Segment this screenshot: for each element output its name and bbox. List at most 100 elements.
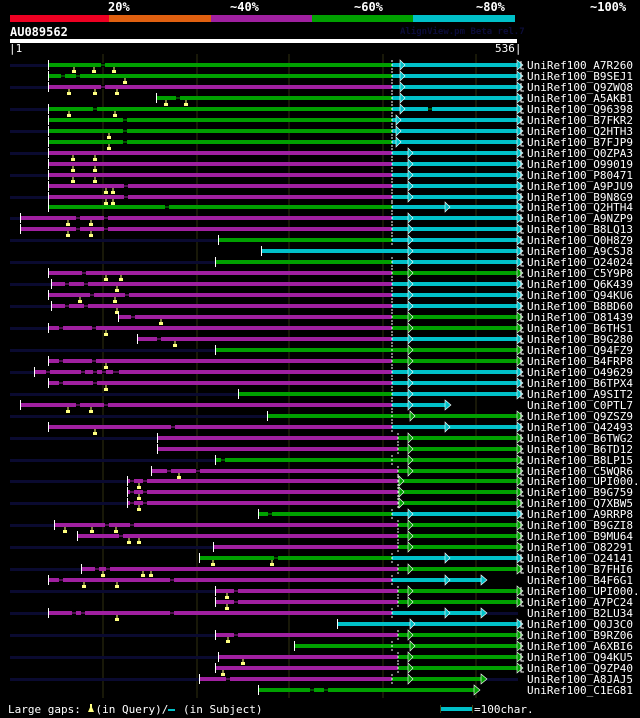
alignment-segment <box>49 151 392 155</box>
query-gap-marker <box>78 300 82 303</box>
subject-gap-line <box>124 196 128 198</box>
query-gap-marker-stem <box>242 659 244 662</box>
hit-label[interactable]: UniRef100_O49629 <box>527 366 633 379</box>
hit-label[interactable]: UniRef100_Q9ZP40 <box>527 662 633 675</box>
hit-label[interactable]: UniRef100_B9SEJ1 <box>527 70 633 83</box>
unaligned-region <box>10 393 239 396</box>
hit-label[interactable]: UniRef100_A7R260 <box>527 59 633 72</box>
alignment-segment <box>398 633 517 637</box>
hit-label[interactable]: UniRef100_B6THS1 <box>527 322 633 335</box>
hit-label[interactable]: UniRef100_A9RRP8 <box>527 508 633 521</box>
hit-label[interactable]: UniRef100_A7PC24 <box>527 596 633 609</box>
subject-gap-line <box>130 491 134 493</box>
hit-label[interactable]: UniRef100_B2LU34 <box>527 607 633 620</box>
hit-label[interactable]: UniRef100_A9NZP9 <box>527 212 633 225</box>
hit-label[interactable]: UniRef100_B7FKR2 <box>527 114 633 127</box>
hit-label[interactable]: UniRef100_B6TD12 <box>527 443 633 456</box>
hit-label[interactable]: UniRef100_Q94KU6 <box>527 289 633 302</box>
hit-label[interactable]: UniRef100_Q2HTH4 <box>527 201 633 214</box>
hit-label[interactable]: UniRef100_B8LQ13 <box>527 223 633 236</box>
hit-label[interactable]: UniRef100_B8LP15 <box>527 454 633 467</box>
end-bracket <box>520 149 524 158</box>
alignment-start-tick <box>267 411 268 421</box>
hit-label[interactable]: UniRef100_UPI000.. <box>527 475 640 488</box>
hit-label[interactable]: UniRef100_O82291 <box>527 541 633 554</box>
query-gap-marker <box>115 92 119 95</box>
unaligned-region <box>10 459 216 462</box>
hit-label[interactable]: UniRef100_B7FHI6 <box>527 563 633 576</box>
hit-label[interactable]: UniRef100_A6XBI6 <box>527 640 633 653</box>
hit-label[interactable]: UniRef100_A9SIT2 <box>527 388 633 401</box>
alignment-segment <box>392 151 517 155</box>
hit-label[interactable]: UniRef100_Q96398 <box>527 103 633 116</box>
hit-label[interactable]: UniRef100_Q42493 <box>527 421 633 434</box>
hit-label[interactable]: UniRef100_B4F6G1 <box>527 574 633 587</box>
hit-label[interactable]: UniRef100_A8JAJ5 <box>527 673 633 686</box>
hit-label[interactable]: UniRef100_Q0J3C0 <box>527 618 633 631</box>
alignment-segment <box>82 567 398 571</box>
hit-label[interactable]: UniRef100_Q0ZPA3 <box>527 147 633 160</box>
alignment-start-tick <box>215 345 216 355</box>
hit-label[interactable]: UniRef100_B9RZ06 <box>527 629 633 642</box>
hit-label[interactable]: UniRef100_A9PJU9 <box>527 180 633 193</box>
hit-label[interactable]: UniRef100_C1EG81 <box>527 684 633 697</box>
alignment-segment <box>392 392 517 396</box>
query-gap-marker-stem <box>72 177 74 180</box>
alignment-segment <box>49 611 392 615</box>
hit-label[interactable]: UniRef100_B9G759 <box>527 486 633 499</box>
alignment-segment <box>49 118 392 122</box>
hit-label[interactable]: UniRef100_B9GZI8 <box>527 519 633 532</box>
hit-label[interactable]: UniRef100_A5AKB1 <box>527 92 633 105</box>
query-gap-marker <box>149 574 153 577</box>
alignment-start-tick <box>48 356 49 366</box>
query-gap-marker <box>82 585 86 588</box>
hit-label[interactable]: UniRef100_B9MU64 <box>527 530 633 543</box>
query-gap-marker-stem <box>73 67 75 70</box>
hit-label[interactable]: UniRef100_B6TWG2 <box>527 432 633 445</box>
mid-arrow <box>407 662 414 674</box>
alignment-segment <box>392 403 445 407</box>
hit-label[interactable]: UniRef100_Q6K439 <box>527 278 633 291</box>
hit-label[interactable]: UniRef100_Q0H8Z9 <box>527 234 633 247</box>
query-gap-marker-stem <box>227 637 229 640</box>
end-arrow <box>516 629 524 641</box>
hit-label[interactable]: UniRef100_O24141 <box>527 552 633 565</box>
hit-label[interactable]: UniRef100_C5WQR6 <box>527 465 633 478</box>
hit-label[interactable]: UniRef100_B7FJP9 <box>527 136 633 149</box>
hit-label[interactable]: UniRef100_B9G280 <box>527 333 633 346</box>
hit-label[interactable]: UniRef100_Q2HTH3 <box>527 125 633 138</box>
alignment-segment <box>398 479 517 483</box>
subject-gap-line <box>72 612 76 614</box>
hit-label[interactable]: UniRef100_B4FRP8 <box>527 355 633 368</box>
hit-label[interactable]: UniRef100_O24024 <box>527 256 633 269</box>
alignment-segment <box>128 501 398 505</box>
hit-label[interactable]: UniRef100_Q94KU5 <box>527 651 633 664</box>
legend-query-text: (in Query)/ <box>95 703 169 716</box>
alignment-segment <box>259 688 474 692</box>
hit-label[interactable]: UniRef100_O99019 <box>527 158 633 171</box>
hit-label[interactable]: UniRef100_A9CSJ8 <box>527 245 633 258</box>
alignment-start-tick <box>127 498 128 508</box>
hit-label[interactable]: UniRef100_P80471 <box>527 169 633 182</box>
query-gap-marker-stem <box>105 330 107 333</box>
hit-label[interactable]: UniRef100_C5Y9P8 <box>527 267 633 280</box>
hit-label[interactable]: UniRef100_UPI000.. <box>527 585 640 598</box>
hit-label[interactable]: UniRef100_Q7XBW5 <box>527 497 633 510</box>
subject-gap-line <box>104 228 108 230</box>
hit-label[interactable]: UniRef100_Q9ZWQ8 <box>527 81 633 94</box>
mid-arrow <box>407 596 414 608</box>
hit-label[interactable]: UniRef100_Q9ZSZ9 <box>527 410 633 423</box>
end-arrow <box>516 366 524 378</box>
hit-label[interactable]: UniRef100_B8BD60 <box>527 300 633 313</box>
mid-arrow <box>407 245 414 257</box>
hit-label[interactable]: UniRef100_B9N8G9 <box>527 191 633 204</box>
hit-label[interactable]: UniRef100_O81439 <box>527 311 633 324</box>
hit-label[interactable]: UniRef100_Q94FZ9 <box>527 344 633 357</box>
end-arrow <box>516 388 524 400</box>
end-arrow <box>516 267 524 279</box>
subject-gap-line <box>125 294 129 296</box>
query-gap-marker-stem <box>67 407 69 410</box>
query-bar <box>10 39 517 43</box>
hit-label[interactable]: UniRef100_C0PTL7 <box>527 399 633 412</box>
hit-label[interactable]: UniRef100_B6TPX4 <box>527 377 633 390</box>
